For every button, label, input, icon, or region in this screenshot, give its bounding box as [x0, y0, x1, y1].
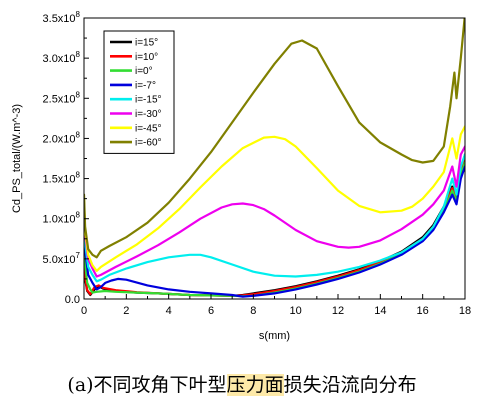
caption-suffix: 损失沿流向分布 — [283, 374, 417, 396]
x-tick-label-2: 4 — [166, 305, 172, 317]
y-tick-label-2: 1.0x108 — [43, 211, 81, 226]
legend-label-6: i=-45° — [135, 123, 162, 134]
x-tick-label-8: 16 — [417, 305, 429, 317]
y-tick-label-0: 0.0 — [65, 294, 80, 306]
caption-prefix: (a)不同攻角下叶型 — [67, 374, 227, 396]
series-line-6 — [84, 125, 465, 272]
legend-label-5: i=-30° — [135, 109, 162, 120]
legend-box — [103, 30, 175, 154]
y-axis-label: Cd_PS_total/(W.m^-3) — [11, 104, 23, 213]
legend-label-4: i=-15° — [135, 95, 162, 106]
x-tick-label-4: 8 — [250, 305, 256, 317]
series-line-5 — [84, 145, 465, 278]
x-tick-label-5: 10 — [290, 305, 302, 317]
line-chart: 0 2 4 6 8 10 12 14 16 18 0.0 5.0x107 1.0x108 1.5x108… — [11, 10, 471, 342]
y-tick-label-1: 5.0x107 — [43, 251, 81, 266]
legend: i=15° i=10° i=0° i=-7° i=-15° i=-30° i=-45° i=-… — [103, 30, 175, 154]
legend-label-1: i=10° — [135, 52, 158, 63]
x-tick-label-0: 0 — [81, 305, 87, 317]
x-tick-label-7: 14 — [374, 305, 386, 317]
x-tick-label-3: 6 — [208, 305, 214, 317]
legend-label-7: i=-60° — [135, 138, 162, 149]
series-line-4 — [84, 153, 465, 283]
series-line-3 — [84, 165, 465, 298]
x-tick-label-1: 2 — [123, 305, 129, 317]
y-tick-label-7: 3.5x108 — [43, 10, 81, 25]
figure-caption: (a)不同攻角下叶型压力面损失沿流向分布 — [0, 370, 484, 397]
legend-label-2: i=0° — [135, 66, 153, 77]
caption-highlight: 压力面 — [226, 374, 284, 396]
x-axis: 0 2 4 6 8 10 12 14 16 18 — [81, 294, 471, 317]
series-line-7 — [84, 18, 465, 259]
y-tick-label-4: 2.0x108 — [43, 130, 81, 145]
y-tick-label-6: 3.0x108 — [43, 50, 81, 65]
legend-label-3: i=-7° — [135, 80, 156, 91]
y-tick-label-5: 2.5x108 — [43, 90, 81, 105]
x-axis-label: s(mm) — [259, 330, 290, 342]
y-axis: 0.0 5.0x107 1.0x108 1.5x108 2.0x108 2.5x108 3.… — [43, 10, 89, 306]
legend-label-0: i=15° — [135, 38, 158, 49]
x-tick-label-6: 12 — [332, 305, 344, 317]
x-tick-label-9: 18 — [459, 305, 471, 317]
y-tick-label-3: 1.5x108 — [43, 171, 81, 186]
